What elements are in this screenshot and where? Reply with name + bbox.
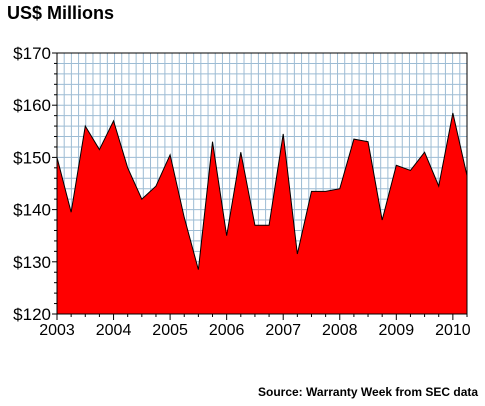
y-tick-label: $130 xyxy=(13,253,51,272)
plot-frame xyxy=(56,52,468,315)
series-area xyxy=(56,112,468,315)
axes xyxy=(52,52,468,320)
source-note: Source: Warranty Week from SEC data xyxy=(258,385,479,399)
y-tick-label: $160 xyxy=(13,96,51,115)
x-tick-label: 2004 xyxy=(96,322,132,339)
x-tick-label: 2010 xyxy=(435,322,471,339)
y-tick-label: $140 xyxy=(13,201,51,220)
x-tick-label: 2005 xyxy=(152,322,188,339)
x-tick-label: 2007 xyxy=(265,322,301,339)
y-tick-label: $150 xyxy=(13,148,51,167)
area-fill xyxy=(56,112,468,315)
y-tick-labels: $120 $130 $140 $150 $160 $170 xyxy=(13,44,51,324)
y-tick-label: $170 xyxy=(13,44,51,63)
x-tick-label: 2003 xyxy=(39,322,75,339)
x-tick-labels: 2003 2004 2005 2006 2007 2008 2009 2010 xyxy=(39,322,471,339)
x-tick-label: 2006 xyxy=(209,322,245,339)
x-tick-label: 2008 xyxy=(322,322,358,339)
chart-title: US$ Millions xyxy=(7,3,115,23)
y-tick-label: $120 xyxy=(13,305,51,324)
x-tick-label: 2009 xyxy=(379,322,415,339)
